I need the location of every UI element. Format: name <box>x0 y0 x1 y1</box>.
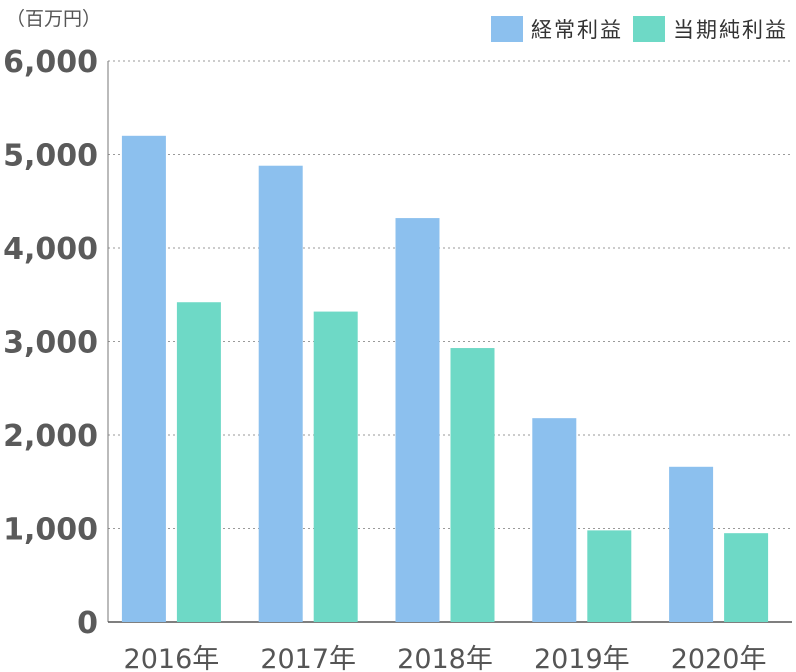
bar <box>532 418 577 622</box>
x-tick-label: 2016年 <box>124 644 220 672</box>
legend-item-net-profit: 当期純利益 <box>633 14 788 44</box>
x-tick-label: 2020年 <box>671 644 767 672</box>
y-tick-label: 0 <box>77 606 98 641</box>
y-tick-label: 5,000 <box>3 139 98 174</box>
x-axis: 2016年 2017年 2018年 2019年 2020年 <box>124 644 767 672</box>
legend-swatch-net-profit <box>633 16 665 42</box>
legend-item-ordinary-profit: 経常利益 <box>491 14 623 44</box>
bar <box>587 530 632 622</box>
bar <box>258 165 303 622</box>
y-tick-label: 2,000 <box>3 419 98 454</box>
legend: 経常利益 当期純利益 <box>491 14 788 44</box>
legend-label-net-profit: 当期純利益 <box>673 18 788 42</box>
bar <box>450 348 495 622</box>
bar <box>121 135 166 623</box>
bar <box>669 466 714 622</box>
gridlines <box>108 60 792 529</box>
legend-swatch-ordinary-profit <box>491 16 523 42</box>
bar <box>313 311 358 622</box>
y-axis: 0 1,000 2,000 3,000 4,000 5,000 6,000 <box>3 45 792 641</box>
x-tick-label: 2017年 <box>260 644 356 672</box>
bar <box>724 533 769 622</box>
unit-label: （百万円） <box>6 8 102 30</box>
x-tick-label: 2018年 <box>397 644 493 672</box>
bar <box>176 302 221 622</box>
y-tick-label: 6,000 <box>3 45 98 80</box>
bar <box>395 218 440 622</box>
y-tick-label: 3,000 <box>3 326 98 361</box>
y-tick-label: 1,000 <box>3 513 98 548</box>
y-tick-label: 4,000 <box>3 232 98 267</box>
legend-label-ordinary-profit: 経常利益 <box>531 18 623 42</box>
bars <box>121 135 769 623</box>
x-tick-label: 2019年 <box>534 644 630 672</box>
